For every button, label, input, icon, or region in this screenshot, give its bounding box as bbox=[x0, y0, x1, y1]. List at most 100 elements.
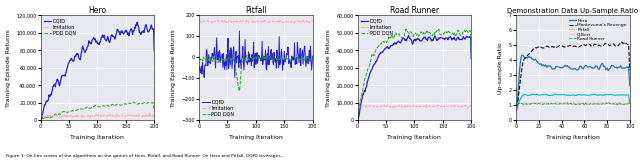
DQfD bbox=[133, 21, 141, 23]
Y-axis label: Up-sample Ratio: Up-sample Ratio bbox=[499, 42, 503, 94]
Line: Pitfall: Pitfall bbox=[517, 103, 630, 105]
Imitation bbox=[200, 20, 208, 22]
Road Runner bbox=[625, 102, 632, 104]
Imitation bbox=[464, 107, 472, 109]
Imitation bbox=[196, 20, 204, 22]
PDD DQN bbox=[435, 28, 443, 30]
Montezuma's Revenge bbox=[580, 44, 588, 46]
PDD DQN bbox=[141, 102, 149, 104]
Line: DQfD: DQfD bbox=[358, 36, 471, 119]
DQfD bbox=[236, 30, 243, 32]
DQfD bbox=[361, 91, 369, 92]
Line: DQfD: DQfD bbox=[200, 31, 313, 77]
Text: Figure 1: On-line scores of the algorithms on the games of Hero, Pitfall, and Ro: Figure 1: On-line scores of the algorith… bbox=[6, 154, 285, 158]
Line: PDD DQN: PDD DQN bbox=[200, 56, 313, 91]
PDD DQN bbox=[309, 57, 317, 59]
PDD DQN bbox=[145, 102, 153, 104]
DQfD bbox=[359, 94, 367, 96]
Imitation bbox=[300, 19, 307, 21]
PDD DQN bbox=[37, 119, 45, 120]
DQfD bbox=[375, 53, 383, 55]
DQfD bbox=[231, 76, 239, 78]
DQfD bbox=[145, 31, 153, 33]
Line: Imitation: Imitation bbox=[41, 113, 154, 118]
PDD DQN bbox=[200, 57, 208, 59]
Montezuma's Revenge bbox=[626, 69, 634, 71]
Imitation bbox=[361, 105, 369, 107]
PDD DQN bbox=[226, 58, 234, 60]
Q-Bert bbox=[540, 102, 547, 104]
PDD DQN bbox=[467, 53, 475, 55]
PDD DQN bbox=[196, 56, 204, 58]
Line: Imitation: Imitation bbox=[200, 20, 313, 23]
Road Runner bbox=[580, 104, 588, 106]
Montezuma's Revenge bbox=[617, 43, 625, 45]
PDD DQN bbox=[359, 90, 367, 92]
Line: Montezuma's Revenge: Montezuma's Revenge bbox=[517, 42, 630, 107]
Legend: DQfD, Imitation, PDD DQN: DQfD, Imitation, PDD DQN bbox=[202, 99, 236, 118]
Pitfall bbox=[583, 103, 591, 105]
X-axis label: Training Iteration: Training Iteration bbox=[387, 135, 442, 140]
Road Runner bbox=[540, 103, 547, 105]
Imitation bbox=[150, 115, 158, 117]
PDD DQN bbox=[385, 39, 392, 41]
Hero bbox=[618, 67, 626, 69]
Road Runner bbox=[621, 103, 629, 105]
Montezuma's Revenge bbox=[513, 106, 521, 108]
Y-axis label: Training Episode Returns: Training Episode Returns bbox=[326, 29, 331, 107]
DQfD bbox=[355, 118, 362, 120]
Pitfall bbox=[570, 102, 578, 104]
Imitation bbox=[309, 21, 317, 23]
DQfD bbox=[42, 103, 49, 105]
Pitfall bbox=[573, 103, 581, 105]
Imitation bbox=[385, 105, 392, 107]
Pitfall bbox=[623, 103, 630, 105]
PDD DQN bbox=[130, 101, 138, 103]
Road Runner bbox=[582, 102, 589, 104]
X-axis label: Training Iteration: Training Iteration bbox=[229, 135, 283, 140]
DQfD bbox=[309, 55, 317, 57]
Pitfall bbox=[541, 103, 548, 104]
PDD DQN bbox=[361, 77, 369, 79]
Y-axis label: Training Episode Returns: Training Episode Returns bbox=[6, 29, 10, 107]
Imitation bbox=[355, 105, 362, 107]
Imitation bbox=[68, 115, 76, 117]
DQfD bbox=[203, 49, 211, 51]
PDD DQN bbox=[150, 109, 158, 111]
PDD DQN bbox=[355, 116, 362, 117]
Hero bbox=[536, 63, 544, 65]
Title: Pitfall: Pitfall bbox=[245, 6, 267, 15]
Line: Q-Bert: Q-Bert bbox=[517, 102, 630, 104]
DQfD bbox=[150, 50, 158, 52]
Title: Road Runner: Road Runner bbox=[390, 6, 439, 15]
PDD DQN bbox=[243, 55, 251, 56]
Hero bbox=[626, 84, 634, 86]
DQfD bbox=[226, 50, 234, 52]
DQfD bbox=[217, 60, 225, 62]
DQfD bbox=[300, 48, 308, 50]
Imitation bbox=[359, 105, 367, 107]
Q-Bert bbox=[593, 103, 600, 105]
PDD DQN bbox=[44, 116, 52, 118]
Line: Imitation: Imitation bbox=[358, 105, 471, 108]
DQfD bbox=[44, 100, 52, 102]
Imitation bbox=[300, 21, 308, 23]
PDD DQN bbox=[375, 44, 383, 46]
PDD DQN bbox=[203, 59, 211, 61]
Imitation bbox=[422, 104, 430, 106]
Road Runner bbox=[626, 103, 634, 105]
Line: Hero: Hero bbox=[517, 55, 630, 104]
Imitation bbox=[141, 116, 149, 118]
Pitfall bbox=[536, 104, 544, 105]
Pitfall bbox=[513, 103, 521, 105]
Line: Road Runner: Road Runner bbox=[517, 103, 630, 105]
PDD DQN bbox=[305, 57, 312, 59]
Q-Bert bbox=[553, 101, 561, 103]
DQfD bbox=[467, 58, 475, 60]
Legend: DQfD, Imitation, PDD DQN: DQfD, Imitation, PDD DQN bbox=[360, 18, 394, 37]
PDD DQN bbox=[462, 29, 470, 31]
Imitation bbox=[227, 20, 234, 22]
Q-Bert bbox=[573, 103, 580, 104]
Imitation bbox=[45, 114, 52, 116]
Montezuma's Revenge bbox=[572, 45, 579, 47]
